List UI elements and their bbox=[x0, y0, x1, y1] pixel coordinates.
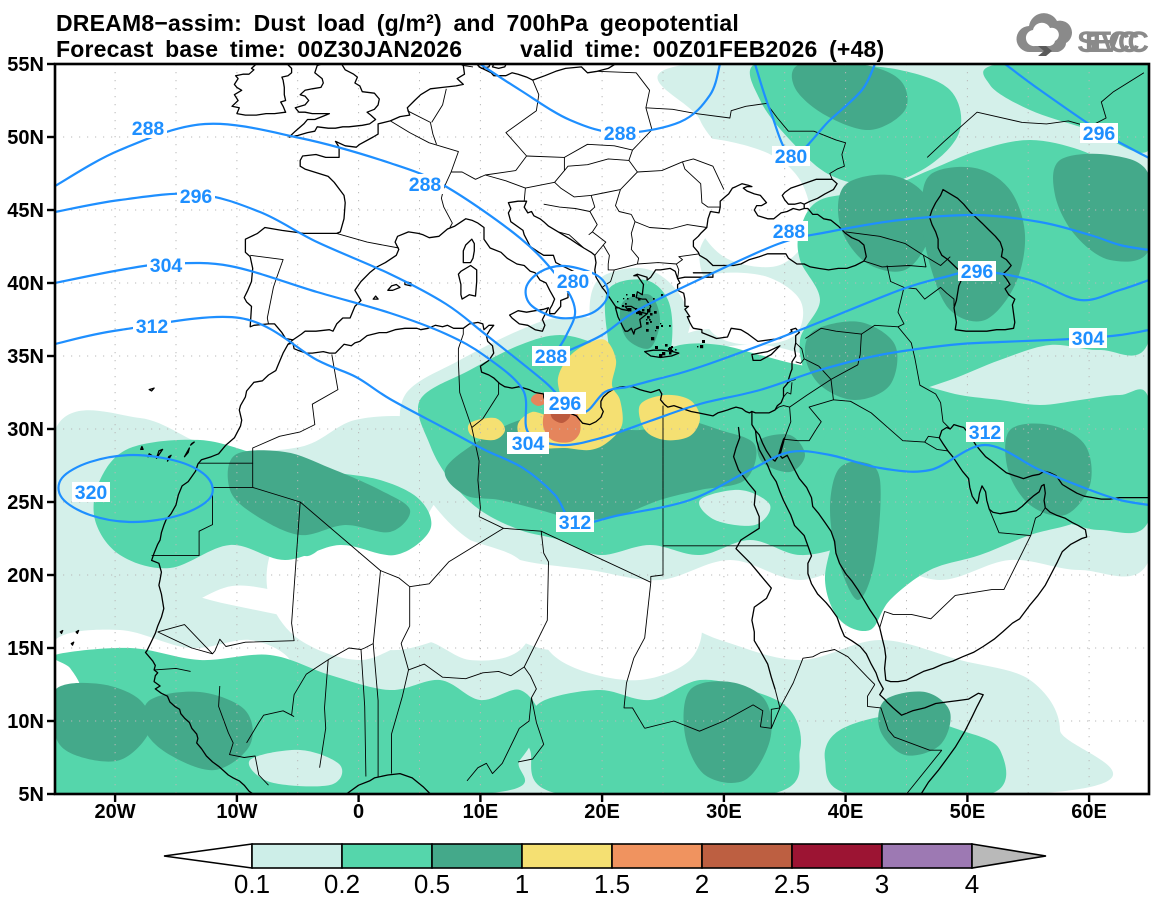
svg-text:288: 288 bbox=[773, 221, 806, 243]
svg-text:60E: 60E bbox=[1071, 801, 1107, 823]
svg-text:0.1: 0.1 bbox=[234, 869, 270, 899]
svg-text:296: 296 bbox=[549, 393, 582, 415]
svg-text:312: 312 bbox=[136, 316, 169, 338]
svg-text:5N: 5N bbox=[18, 784, 44, 806]
svg-text:3: 3 bbox=[875, 869, 889, 899]
svg-text:10N: 10N bbox=[7, 711, 44, 733]
svg-text:55N: 55N bbox=[7, 54, 44, 76]
svg-text:1.5: 1.5 bbox=[594, 869, 630, 899]
svg-text:304: 304 bbox=[1072, 328, 1105, 350]
svg-text:280: 280 bbox=[775, 146, 808, 168]
svg-text:304: 304 bbox=[512, 433, 545, 455]
svg-text:25N: 25N bbox=[7, 492, 44, 514]
svg-text:SEEVCCC: SEEVCCC bbox=[1077, 26, 1149, 59]
svg-text:10E: 10E bbox=[463, 801, 499, 823]
svg-text:296: 296 bbox=[1083, 123, 1116, 145]
svg-text:312: 312 bbox=[969, 422, 1002, 444]
svg-text:30N: 30N bbox=[7, 419, 44, 441]
svg-text:280: 280 bbox=[557, 271, 590, 293]
svg-text:30E: 30E bbox=[706, 801, 742, 823]
svg-text:296: 296 bbox=[961, 261, 994, 283]
svg-text:288: 288 bbox=[409, 174, 442, 196]
svg-text:20W: 20W bbox=[95, 801, 136, 823]
svg-text:35N: 35N bbox=[7, 346, 44, 368]
svg-text:10W: 10W bbox=[216, 801, 257, 823]
svg-text:40E: 40E bbox=[828, 801, 864, 823]
svg-text:2: 2 bbox=[695, 869, 709, 899]
svg-text:288: 288 bbox=[535, 346, 568, 368]
svg-text:50N: 50N bbox=[7, 127, 44, 149]
svg-text:0.5: 0.5 bbox=[414, 869, 450, 899]
svg-text:296: 296 bbox=[180, 186, 213, 208]
svg-text:0.2: 0.2 bbox=[324, 869, 360, 899]
svg-text:288: 288 bbox=[604, 123, 637, 145]
svg-text:40N: 40N bbox=[7, 273, 44, 295]
svg-text:2.5: 2.5 bbox=[774, 869, 810, 899]
svg-text:4: 4 bbox=[965, 869, 979, 899]
svg-text:Forecast base time: 00Z30JAN20: Forecast base time: 00Z30JAN2026 valid t… bbox=[56, 36, 884, 62]
svg-text:20N: 20N bbox=[7, 565, 44, 587]
svg-text:0: 0 bbox=[353, 801, 364, 823]
svg-text:1: 1 bbox=[515, 869, 529, 899]
svg-text:45N: 45N bbox=[7, 200, 44, 222]
svg-text:DREAM8−assim: Dust load (g/m²): DREAM8−assim: Dust load (g/m²) and 700hP… bbox=[56, 10, 739, 36]
svg-text:288: 288 bbox=[132, 118, 165, 140]
svg-text:304: 304 bbox=[150, 255, 183, 277]
svg-text:20E: 20E bbox=[584, 801, 620, 823]
svg-text:50E: 50E bbox=[950, 801, 986, 823]
svg-text:15N: 15N bbox=[7, 638, 44, 660]
svg-text:312: 312 bbox=[559, 512, 592, 534]
svg-text:320: 320 bbox=[75, 482, 108, 504]
